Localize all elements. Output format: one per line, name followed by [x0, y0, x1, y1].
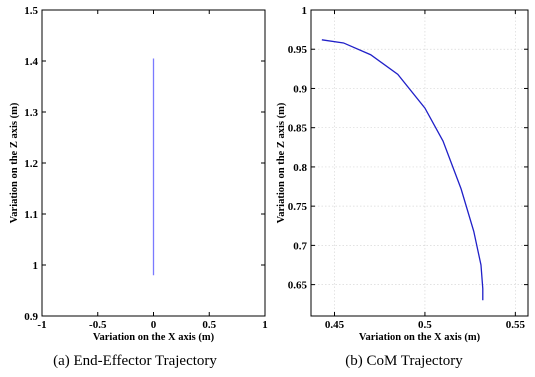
plot-frame — [310, 9, 529, 317]
x-axis-label: Variation on the X axis (m) — [93, 332, 215, 343]
y-tick-label: 0.65 — [288, 280, 308, 292]
caption-end-effector: (a) End-Effector Trajectory — [53, 353, 217, 369]
y-tick-label: 1.2 — [24, 158, 38, 170]
series-line — [321, 39, 484, 301]
y-tick-label: 1 — [302, 5, 308, 17]
x-tick-label: 0.5 — [202, 319, 216, 331]
y-tick-label: 0.9 — [293, 83, 307, 95]
y-axis-label: Variation on the Z axis (m) — [276, 102, 287, 223]
y-tick-label: 1.3 — [24, 107, 38, 119]
x-axis-label: Variation on the X axis (m) — [359, 332, 481, 343]
y-tick-label: 0.75 — [288, 201, 308, 213]
caption-com: (b) CoM Trajectory — [345, 353, 463, 369]
x-tick-label: -0.5 — [89, 319, 107, 331]
y-tick-label: 1 — [33, 260, 39, 272]
y-tick-label: 0.95 — [288, 44, 308, 56]
y-axis-label: Variation on the Z axis (m) — [9, 102, 20, 223]
y-tick-label: 0.8 — [293, 162, 307, 174]
y-tick-label: 0.85 — [288, 123, 308, 135]
x-tick-label: 1 — [262, 319, 268, 331]
y-tick-label: 1.4 — [24, 56, 38, 68]
x-tick-label: -1 — [37, 319, 46, 331]
y-tick-label: 1.1 — [24, 209, 38, 221]
chart-end-effector: -1 -0.5 0 0.5 1 0.9 1 1.1 1.2 1.3 1.4 1.5 Variation … — [9, 5, 268, 343]
x-tick-label: 0 — [151, 319, 157, 331]
chart-com: 0.45 0.5 0.55 0.65 0.7 0.75 0.8 0.85 0.9 0.95 1 Var… — [276, 5, 529, 343]
y-tick-label: 0.7 — [293, 240, 307, 252]
x-tick-label: 0.5 — [418, 319, 432, 331]
x-tick-label: 0.45 — [325, 319, 345, 331]
y-tick-label: 1.5 — [24, 5, 38, 17]
x-tick-label: 0.55 — [506, 319, 526, 331]
y-tick-label: 0.9 — [24, 311, 38, 323]
